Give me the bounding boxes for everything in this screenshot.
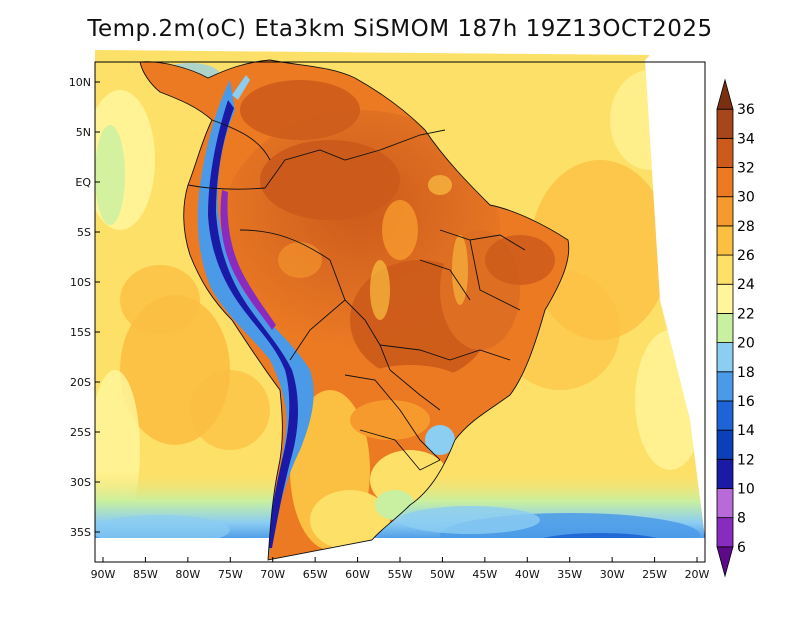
colorbar-swatch <box>716 225 734 256</box>
colorbar-label: 22 <box>737 306 755 322</box>
colorbar-label: 30 <box>737 190 755 206</box>
colorbar-label: 6 <box>737 540 746 556</box>
lon-tick-label: 45W <box>472 568 497 581</box>
lon-tick-label: 70W <box>260 568 285 581</box>
lat-tick-label: 10N <box>69 76 91 89</box>
lon-tick-label: 90W <box>91 568 116 581</box>
lon-tick-label: 80W <box>175 568 200 581</box>
lat-tick-label: 10S <box>70 276 91 289</box>
colorbar-label: 24 <box>737 277 755 293</box>
lat-tick-label: EQ <box>75 176 91 189</box>
colorbar: 6 8 10 12 14 16 18 20 22 24 26 28 30 32 34 36 <box>716 78 755 578</box>
map-title: Temp.2m(oC) Eta3km SiSMOM 187h 19Z13OCT2… <box>87 16 713 42</box>
colorbar-swatch <box>716 167 734 198</box>
colorbar-swatch <box>716 78 734 110</box>
lon-tick-label: 60W <box>345 568 370 581</box>
lat-tick-label: 20S <box>70 376 91 389</box>
colorbar-swatch <box>716 458 734 489</box>
colorbar-swatch <box>716 313 734 343</box>
colorbar-swatch <box>716 283 734 314</box>
lon-tick-label: 20W <box>685 568 710 581</box>
colorbar-swatch <box>716 400 734 431</box>
colorbar-swatch <box>716 546 734 578</box>
lon-tick-label: 25W <box>642 568 667 581</box>
lat-tick-label: 5N <box>76 126 91 139</box>
lon-tick-label: 55W <box>388 568 413 581</box>
colorbar-label: 8 <box>737 511 746 527</box>
colorbar-label: 20 <box>737 336 755 352</box>
colorbar-swatch <box>716 254 734 285</box>
lat-tick-label: 35S <box>70 526 91 539</box>
colorbar-label: 12 <box>737 452 755 468</box>
colorbar-label: 10 <box>737 481 755 497</box>
coastline-borders <box>139 59 570 561</box>
colorbar-label: 18 <box>737 365 755 381</box>
lon-tick-label: 50W <box>430 568 455 581</box>
lat-tick-label: 5S <box>77 226 91 239</box>
colorbar-swatch <box>716 196 734 227</box>
lat-tick-label: 30S <box>70 476 91 489</box>
colorbar-swatch <box>716 429 734 460</box>
colorbar-label: 28 <box>737 219 755 235</box>
colorbar-label: 14 <box>737 423 755 439</box>
lon-tick-label: 35W <box>557 568 582 581</box>
lat-tick-label: 15S <box>70 326 91 339</box>
lat-tick-label: 25S <box>70 426 91 439</box>
lon-tick-label: 40W <box>515 568 540 581</box>
colorbar-swatch <box>716 108 734 139</box>
lon-tick-label: 30W <box>600 568 625 581</box>
longitude-axis: 90W 85W 80W 75W 70W 65W 60W 55W 50W 45W 40W 35W 30W 2… <box>91 557 710 581</box>
colorbar-label: 16 <box>737 394 755 410</box>
colorbar-label: 32 <box>737 161 755 177</box>
colorbar-swatch <box>716 137 734 168</box>
colorbar-swatch <box>716 342 734 373</box>
colorbar-label: 34 <box>737 131 755 147</box>
lon-tick-label: 85W <box>133 568 158 581</box>
colorbar-swatch <box>716 517 734 548</box>
lon-tick-label: 75W <box>218 568 243 581</box>
colorbar-label: 36 <box>737 102 755 118</box>
colorbar-swatch <box>716 488 734 519</box>
lon-tick-label: 65W <box>303 568 328 581</box>
colorbar-swatch <box>716 371 734 402</box>
latitude-axis: 10N 5N EQ 5S 10S 15S 20S 25S 30S 35S <box>69 76 100 539</box>
colorbar-label: 26 <box>737 248 755 264</box>
